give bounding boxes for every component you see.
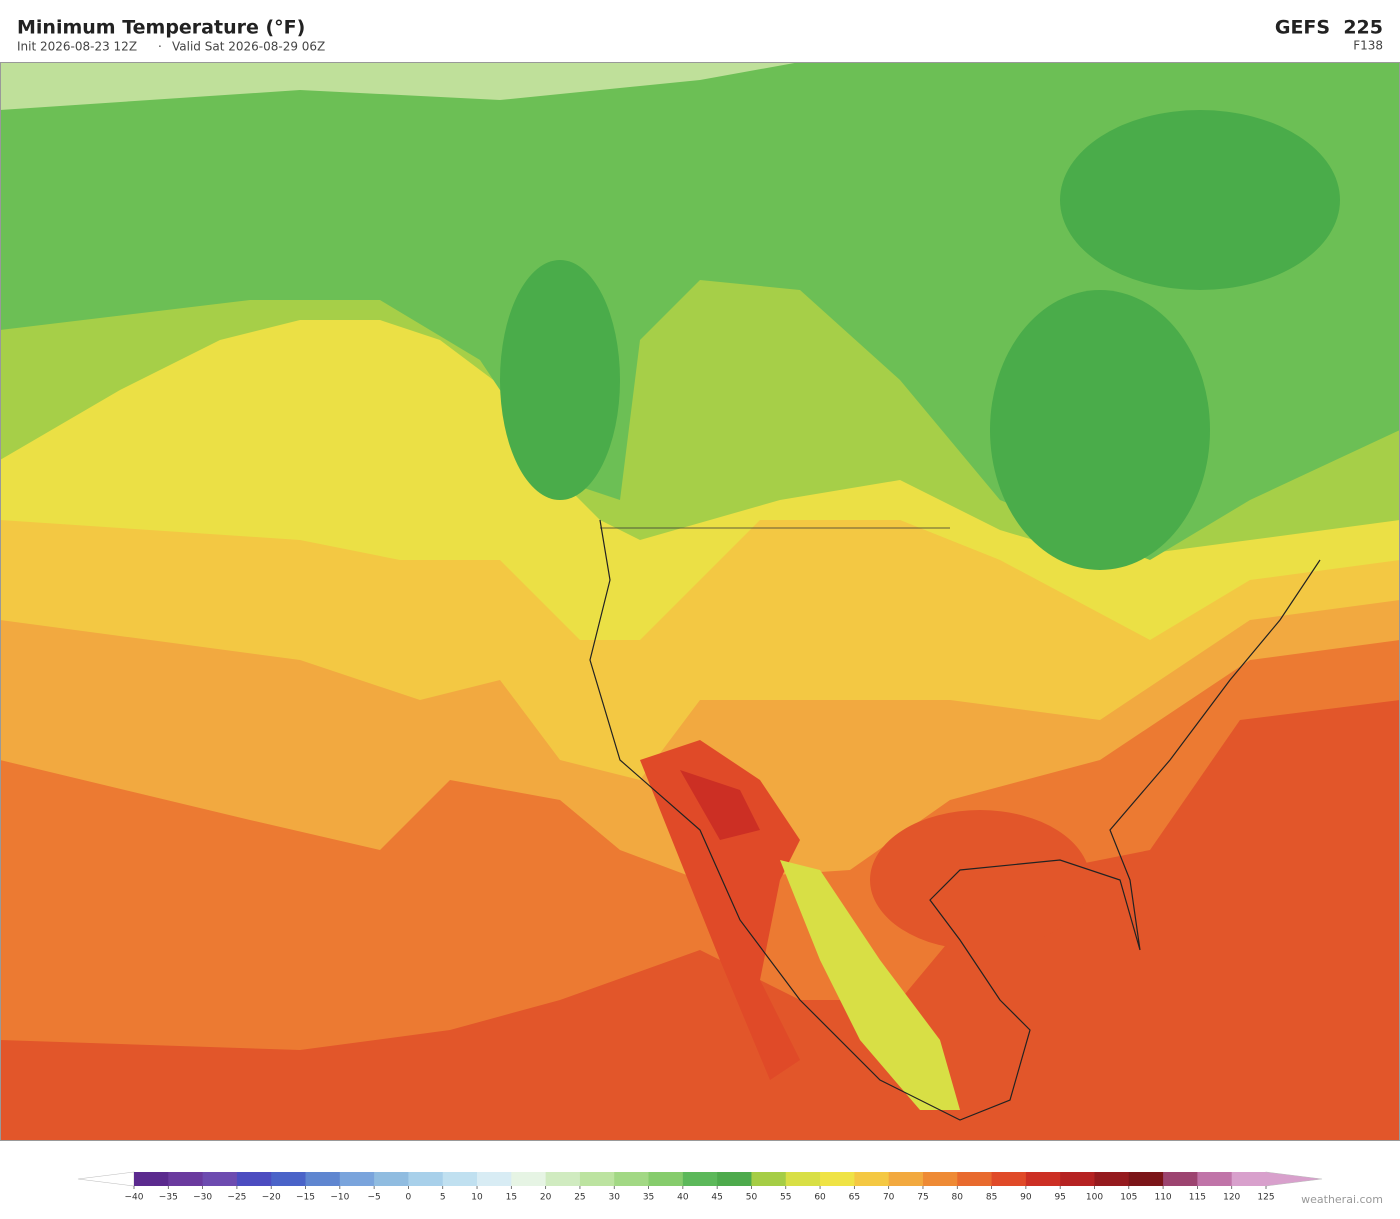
separator: · bbox=[158, 40, 162, 54]
colorbar-segment bbox=[1060, 1172, 1095, 1186]
colorbar-tick-label: 105 bbox=[1120, 1193, 1137, 1203]
colorbar-segment bbox=[408, 1172, 444, 1186]
colorbar-segment bbox=[957, 1172, 993, 1186]
colorbar-segment bbox=[442, 1172, 478, 1186]
colorbar-segment bbox=[511, 1172, 547, 1186]
colorbar-segment bbox=[236, 1172, 272, 1186]
colorbar-segment bbox=[1128, 1172, 1164, 1186]
valid-time: Valid Sat 2026-08-29 06Z bbox=[172, 40, 325, 54]
colorbar-tick-label: 40 bbox=[677, 1193, 689, 1203]
coastline bbox=[589, 519, 1321, 1121]
colorbar-tick-label: −40 bbox=[125, 1193, 144, 1203]
colorbar-segment bbox=[785, 1172, 821, 1186]
colorbar-tick-label: 5 bbox=[440, 1193, 446, 1203]
colorbar-segment bbox=[991, 1172, 1027, 1186]
colorbar-segment bbox=[1163, 1172, 1198, 1186]
map-field bbox=[680, 770, 760, 840]
colorbar-tick-label: 35 bbox=[643, 1193, 654, 1203]
colorbar-segment bbox=[614, 1172, 650, 1186]
colorbar-tick-label: 55 bbox=[780, 1193, 791, 1203]
colorbar-segment bbox=[888, 1172, 924, 1186]
map-field bbox=[1060, 110, 1340, 290]
colorbar-tick-label: −5 bbox=[367, 1193, 380, 1203]
colorbar-tick-label: 60 bbox=[814, 1193, 826, 1203]
colorbar-tick-label: −30 bbox=[193, 1193, 212, 1203]
colorbar-tick-label: 0 bbox=[406, 1193, 412, 1203]
colorbar-segment bbox=[305, 1172, 341, 1186]
colorbar-tick-label: −25 bbox=[227, 1193, 246, 1203]
title: Minimum Temperature (°F) bbox=[17, 17, 305, 39]
colorbar-segment bbox=[1025, 1172, 1061, 1186]
colorbar-segment bbox=[854, 1172, 890, 1186]
colorbar-segment bbox=[717, 1172, 752, 1186]
forecast-hour: F138 bbox=[1353, 39, 1383, 53]
colorbar-tick-label: 90 bbox=[1020, 1193, 1032, 1203]
colorbar-tick-label: 65 bbox=[849, 1193, 860, 1203]
colorbar-tick-label: 70 bbox=[883, 1193, 895, 1203]
colorbar-tick-label: −10 bbox=[330, 1193, 349, 1203]
colorbar-tick-label: 115 bbox=[1189, 1193, 1206, 1203]
colorbar-segment bbox=[271, 1172, 307, 1186]
colorbar-segment bbox=[339, 1172, 375, 1186]
map-field bbox=[870, 810, 1090, 950]
colorbar-segment bbox=[648, 1172, 684, 1186]
colorbar-segment bbox=[682, 1172, 718, 1186]
colorbar-tick-label: 120 bbox=[1223, 1193, 1240, 1203]
colorbar-tick-label: 95 bbox=[1054, 1193, 1065, 1203]
colorbar-tick-label: 110 bbox=[1154, 1193, 1171, 1203]
colorbar-tick-label: −15 bbox=[296, 1193, 315, 1203]
colorbar-tick-label: 10 bbox=[471, 1193, 483, 1203]
colorbar-segment bbox=[1197, 1172, 1233, 1186]
colorbar-segment bbox=[1094, 1172, 1130, 1186]
map-field bbox=[640, 740, 800, 1080]
colorbar-tick-label: 75 bbox=[917, 1193, 928, 1203]
colorbar-tick-label: 50 bbox=[746, 1193, 758, 1203]
colorbar-tick-label: 80 bbox=[952, 1193, 964, 1203]
colorbar-segment bbox=[820, 1172, 855, 1186]
colorbar-segment bbox=[751, 1172, 787, 1186]
colorbar-tick-label: −35 bbox=[159, 1193, 178, 1203]
colorbar-segment bbox=[374, 1172, 409, 1186]
map-field bbox=[0, 62, 800, 110]
init-time: Init 2026-08-23 12Z bbox=[17, 40, 137, 54]
colorbar-segment bbox=[922, 1172, 958, 1186]
map bbox=[0, 62, 1400, 1141]
colorbar-segment bbox=[168, 1172, 204, 1186]
colorbar-tick-label: −20 bbox=[262, 1193, 281, 1203]
colorbar-tick-label: 20 bbox=[540, 1193, 552, 1203]
colorbar-tick-label: 125 bbox=[1257, 1193, 1274, 1203]
colorbar-segment bbox=[202, 1172, 238, 1186]
colorbar: −40 −35 −30 −25 −20 −15 −10 −5 0 5 10 15 20 25 30 35 40 4… bbox=[77, 1171, 1323, 1203]
map-field bbox=[990, 290, 1210, 570]
colorbar-tick-label: 25 bbox=[574, 1193, 585, 1203]
map-field bbox=[500, 260, 620, 500]
colorbar-tick-label: 45 bbox=[711, 1193, 722, 1203]
colorbar-segment bbox=[134, 1172, 169, 1186]
colorbar-tick-label: 30 bbox=[609, 1193, 621, 1203]
colorbar-segment bbox=[579, 1172, 615, 1186]
colorbar-tick-label: 85 bbox=[986, 1193, 997, 1203]
colorbar-segment bbox=[545, 1172, 581, 1186]
model: GEFS 225 bbox=[1275, 17, 1383, 39]
colorbar-segment bbox=[1231, 1172, 1267, 1186]
credit: weatherai.com bbox=[1301, 1193, 1383, 1206]
map-field bbox=[780, 860, 960, 1110]
colorbar-tick-label: 15 bbox=[506, 1193, 517, 1203]
colorbar-tick-label: 100 bbox=[1086, 1193, 1103, 1203]
colorbar-segment bbox=[477, 1172, 512, 1186]
